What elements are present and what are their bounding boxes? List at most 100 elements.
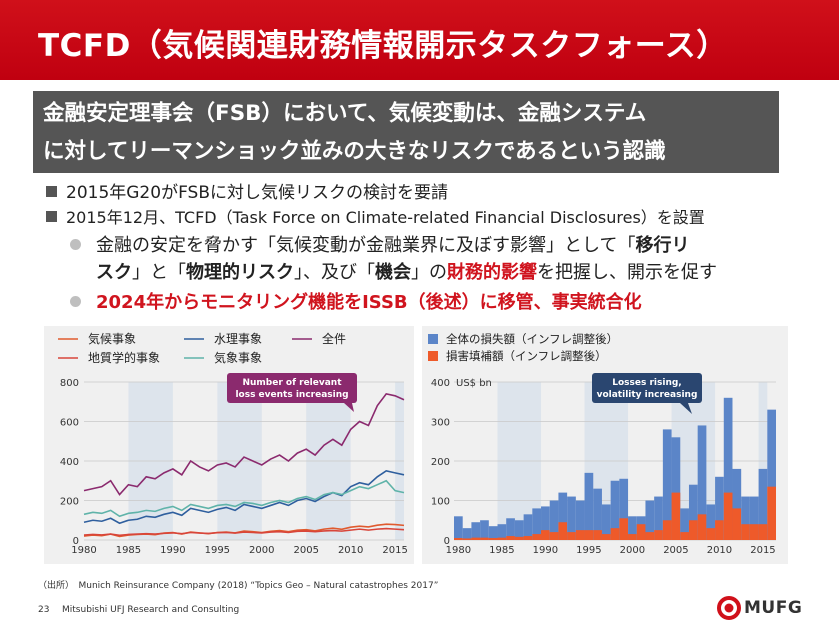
x-tick-label: 1990 — [533, 545, 558, 556]
mufg-logo-icon — [717, 596, 741, 620]
bar-overall-loss — [506, 518, 515, 540]
bar-insured-loss — [454, 538, 463, 540]
bar-overall-loss — [462, 528, 472, 540]
x-tick-label: 2000 — [620, 545, 645, 556]
bar-overall-loss — [628, 516, 637, 540]
bar-insured-loss — [688, 520, 698, 540]
series-line-hydro — [83, 470, 405, 525]
bar-overall-loss — [514, 520, 524, 540]
x-tick-label: 1985 — [116, 545, 141, 556]
bullet-g20: 2015年G20がFSBに対し気候リスクの検討を要請 — [66, 183, 449, 203]
annotation-line-1: Losses rising, — [612, 378, 681, 388]
bar-insured-loss — [471, 537, 481, 540]
bar-insured-loss — [741, 524, 750, 540]
text-segment: 」の — [411, 262, 447, 283]
bar-overall-loss — [480, 520, 489, 540]
bar-insured-loss — [567, 532, 576, 540]
source-note: （出所） Munich Reinsurance Company (2018) “… — [38, 581, 439, 591]
unit-label: US$ bn — [456, 378, 492, 389]
bar-insured-loss — [506, 536, 515, 540]
bar-overall-loss — [567, 496, 576, 540]
bar-overall-loss — [593, 488, 602, 540]
annotation-line-2: volatility increasing — [597, 390, 698, 400]
loss-events-svg: 0 200 400 600 800 1980 1985 1990 1995 2000 2005 201… — [58, 331, 408, 556]
series-line-all — [83, 392, 405, 496]
red-term-financial-impact: 財務的影響 — [447, 262, 537, 283]
bar-insured-loss — [654, 530, 663, 540]
key-message-banner: 金融安定理事会（FSB）において、気候変動は、金融システム に対してリーマンショ… — [33, 91, 779, 173]
bar-overall-loss — [558, 492, 568, 540]
legend-label: 損害填補額（インフレ調整後） — [446, 349, 607, 363]
losses-chart: 0 100 200 300 400 US$ bn 1980 1985 1990 1995 2000 2… — [422, 326, 788, 564]
y-tick-label: 100 — [431, 497, 450, 508]
loss-events-chart: 0 200 400 600 800 1980 1985 1990 1995 2000 2005 201… — [44, 326, 414, 564]
bar-insured-loss — [558, 522, 568, 540]
annotation-box — [592, 373, 702, 403]
bar-insured-loss — [636, 524, 646, 540]
legend-label: 気候事象 — [88, 331, 136, 346]
x-tick-label: 1980 — [446, 545, 471, 556]
bar-overall-loss — [584, 472, 594, 540]
bar-insured-loss — [462, 538, 472, 540]
x-tick-label: 2010 — [338, 545, 363, 556]
bar-insured-loss — [575, 530, 585, 540]
annotation-line-2: loss events increasing — [235, 390, 348, 400]
annotation-box — [227, 373, 357, 403]
bar-overall-loss — [680, 508, 689, 540]
bar-insured-loss — [723, 492, 733, 540]
bar-insured-loss — [749, 524, 759, 540]
bar-insured-loss — [645, 532, 655, 540]
bar-insured-loss — [480, 537, 489, 540]
text-segment: 」、及び「 — [294, 262, 375, 283]
y-tick-label: 200 — [60, 497, 79, 508]
bullet-tcfd-established: 2015年12月、TCFD（Task Force on Climate-rela… — [66, 208, 705, 227]
series-line-geo — [83, 527, 405, 537]
bar-insured-loss — [758, 524, 768, 540]
legend-label: 全件 — [322, 331, 346, 346]
bar-insured-loss — [514, 536, 524, 540]
x-tick-label: 2010 — [707, 545, 732, 556]
y-tick-label: 0 — [444, 536, 450, 547]
banner-line-1: 金融安定理事会（FSB）において、気候変動は、金融システム — [43, 101, 647, 126]
bar-overall-loss — [549, 500, 559, 540]
bar-insured-loss — [523, 536, 533, 540]
bar-insured-loss — [732, 508, 742, 540]
y-tick-label: 800 — [60, 378, 79, 389]
mufg-logo-text: MUFG — [744, 598, 803, 618]
bar-overall-loss — [706, 504, 716, 540]
x-tick-label: 2000 — [249, 545, 274, 556]
bar-overall-loss — [715, 476, 724, 540]
legend-label: 地質学的事象 — [88, 350, 160, 365]
bold-term-opportunity: 機会 — [375, 262, 411, 283]
x-tick-label: 2015 — [750, 545, 775, 556]
bar-overall-loss — [645, 500, 655, 540]
bar-overall-loss — [497, 524, 507, 540]
annotation-pointer — [680, 403, 692, 414]
x-tick-label: 2015 — [382, 545, 407, 556]
x-tick-label: 1995 — [576, 545, 601, 556]
bar-overall-loss — [758, 468, 768, 540]
square-bullet-icon — [46, 211, 57, 222]
annotation-pointer — [344, 403, 354, 412]
sub-bullet-impact-line-2: スク」と「物理的リスク」、及び「機会」の財務的影響を把握し、開示を促す — [96, 258, 717, 284]
bar-overall-loss — [749, 496, 759, 540]
legend-label: 気象事象 — [214, 350, 262, 365]
y-tick-label: 600 — [60, 418, 79, 429]
bar-overall-loss — [697, 425, 707, 540]
sub-bullet-issb-transfer: 2024年からモニタリング機能をISSB（後述）に移管、事実統合化 — [96, 292, 642, 313]
page-title: TCFD（気候関連財務情報開示タスクフォース） — [38, 28, 728, 64]
annotation-line-1: Number of relevant — [242, 378, 342, 388]
bar-insured-loss — [619, 518, 629, 540]
bold-term-transition-risk: スク — [96, 262, 132, 283]
legend-label: 全体の損失額（インフレ調整後） — [446, 332, 618, 346]
bold-term-transition-risk: 移行リ — [635, 235, 690, 256]
bar-overall-loss — [454, 516, 463, 540]
y-tick-label: 200 — [431, 457, 450, 468]
bar-overall-loss — [488, 526, 498, 540]
square-bullet-icon — [46, 186, 57, 197]
y-tick-label: 400 — [60, 457, 79, 468]
bar-overall-loss — [662, 429, 672, 540]
bar-insured-loss — [549, 532, 559, 540]
x-tick-label: 1985 — [489, 545, 514, 556]
bar-overall-loss — [741, 496, 750, 540]
